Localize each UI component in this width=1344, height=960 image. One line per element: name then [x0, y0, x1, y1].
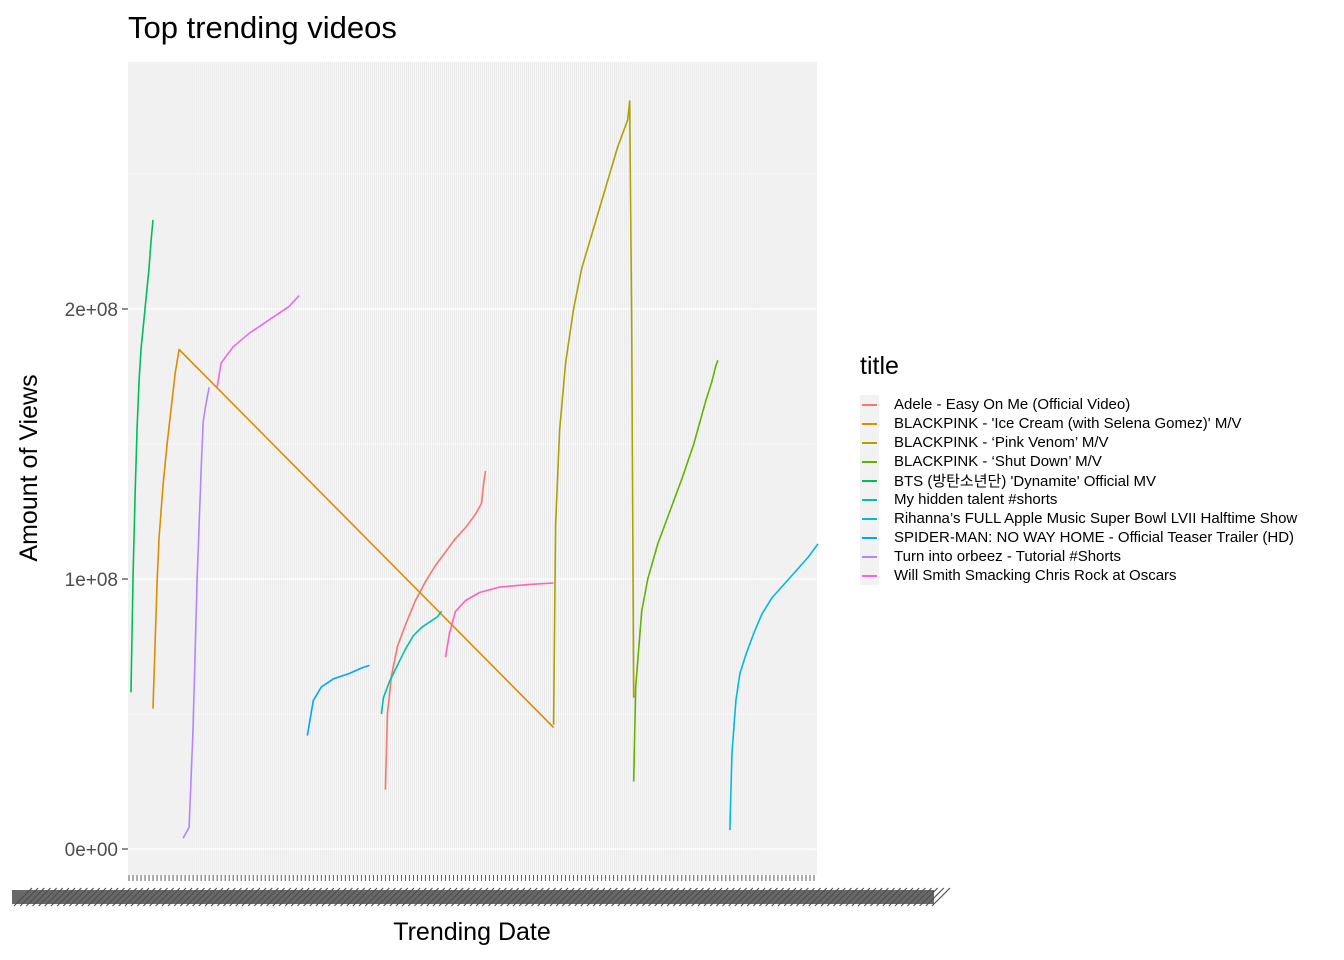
grid-lines [128, 62, 817, 875]
legend-key [860, 395, 879, 414]
legend-swatch [862, 423, 877, 425]
y-tick-label: 0e+00 [65, 840, 118, 861]
legend-label: Turn into orbeez - Tutorial #Shorts [894, 548, 1122, 565]
legend-swatch [862, 461, 877, 463]
legend-item: SPIDER-MAN: NO WAY HOME - Official Tease… [860, 528, 1297, 547]
series-line [130, 219, 154, 693]
legend-swatch [862, 537, 877, 539]
series-line [182, 387, 210, 839]
y-axis-title: Amount of Views [15, 374, 43, 561]
series-line [552, 100, 635, 725]
legend-key [860, 490, 879, 509]
legend-label: SPIDER-MAN: NO WAY HOME - Official Tease… [894, 529, 1295, 546]
legend-item: BLACKPINK - 'Ice Cream (with Selena Gome… [860, 414, 1297, 433]
legend-item: My hidden talent #shorts [860, 490, 1297, 509]
x-tick-labels-overlap [12, 890, 934, 904]
x-axis [12, 875, 951, 907]
legend-swatch [862, 404, 877, 406]
series-line [306, 664, 370, 736]
legend-key [860, 433, 879, 452]
series-line [216, 294, 300, 388]
legend-key [860, 452, 879, 471]
y-tick-label: 1e+08 [65, 570, 118, 591]
legend-label: Rihanna’s FULL Apple Music Super Bowl LV… [894, 510, 1298, 527]
legend-item: Turn into orbeez - Tutorial #Shorts [860, 547, 1297, 566]
legend-key [860, 547, 879, 566]
legend-label: BLACKPINK - 'Ice Cream (with Selena Gome… [894, 415, 1242, 432]
legend-item: Will Smith Smacking Chris Rock at Oscars [860, 566, 1297, 585]
legend-swatch [862, 442, 877, 444]
legend-label: BLACKPINK - ‘Pink Venom’ M/V [894, 434, 1109, 451]
series-line [380, 610, 443, 715]
series-line [384, 470, 487, 790]
plot-panel [128, 62, 817, 875]
series-line [444, 582, 554, 658]
legend-key [860, 528, 879, 547]
series-line [152, 348, 555, 729]
chart-title: Top trending videos [128, 10, 397, 45]
legend-key [860, 509, 879, 528]
x-tick-label [931, 887, 951, 907]
legend-label: My hidden talent #shorts [894, 491, 1058, 508]
legend-items: Adele - Easy On Me (Official Video) BLACK… [860, 395, 1297, 585]
x-axis-title: Trending Date [393, 918, 551, 946]
y-axis: 0e+00 1e+08 2e+08 [65, 300, 128, 861]
legend-swatch [862, 499, 877, 501]
legend-swatch [862, 518, 877, 520]
legend-item: BLACKPINK - ‘Pink Venom’ M/V [860, 433, 1297, 452]
y-tick-label: 2e+08 [65, 300, 118, 321]
legend: title Adele - Easy On Me (Official Video… [860, 352, 1297, 585]
series-line [729, 543, 819, 831]
legend-key [860, 471, 879, 490]
legend-item: Rihanna’s FULL Apple Music Super Bowl LV… [860, 509, 1297, 528]
legend-swatch [862, 480, 877, 482]
series-line [632, 360, 719, 782]
legend-label: BTS (방탄소년단) 'Dynamite' Official MV [894, 473, 1156, 490]
legend-key [860, 566, 879, 585]
legend-label: BLACKPINK - ‘Shut Down’ M/V [894, 453, 1102, 470]
legend-item: BLACKPINK - ‘Shut Down’ M/V [860, 452, 1297, 471]
legend-title: title [860, 352, 899, 380]
legend-item: BTS (방탄소년단) 'Dynamite' Official MV [860, 471, 1297, 490]
legend-key [860, 414, 879, 433]
legend-swatch [862, 575, 877, 577]
legend-swatch [862, 556, 877, 558]
legend-item: Adele - Easy On Me (Official Video) [860, 395, 1297, 414]
legend-label: Adele - Easy On Me (Official Video) [894, 396, 1131, 413]
series-lines [130, 100, 819, 839]
legend-label: Will Smith Smacking Chris Rock at Oscars [894, 567, 1177, 584]
